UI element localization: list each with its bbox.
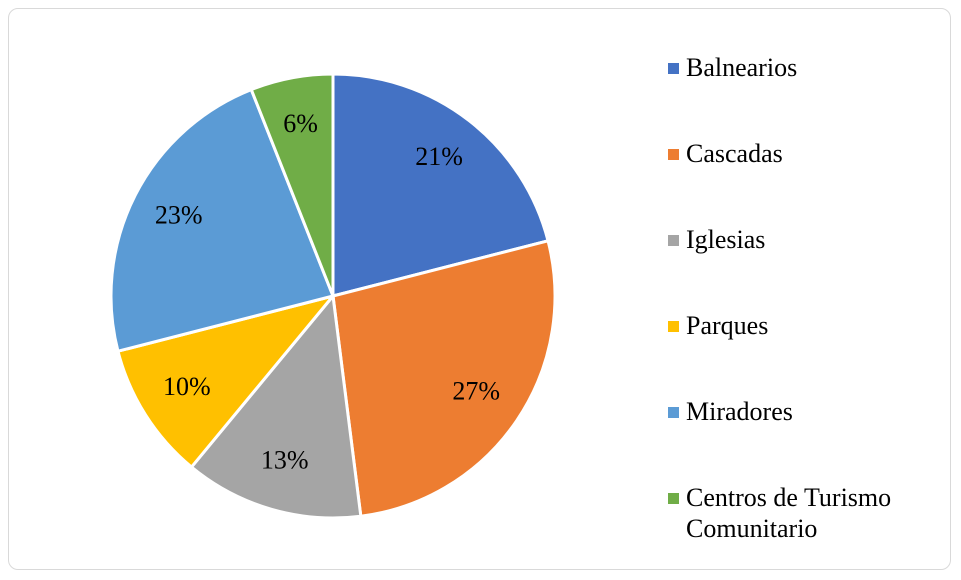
legend-label: Centros de Turismo Comunitario (686, 483, 892, 543)
pie-slice (249, 72, 335, 297)
pie-slice (109, 87, 336, 354)
legend-label: Parques (686, 311, 769, 340)
data-label: 13% (261, 445, 309, 474)
legend-label: Cascadas (686, 139, 783, 168)
pie-slice (331, 72, 550, 298)
legend-swatch (668, 63, 679, 74)
legend-swatch (668, 149, 679, 160)
legend-item: Iglesias (668, 224, 958, 255)
data-label: 23% (155, 200, 203, 229)
legend-swatch (668, 235, 679, 246)
legend-swatch (668, 493, 679, 504)
legend-label: Iglesias (686, 225, 766, 254)
legend-item: Parques (668, 310, 958, 341)
legend-item: Balnearios (668, 52, 958, 83)
data-label: 10% (163, 372, 211, 401)
data-label: 27% (452, 376, 500, 405)
legend-item: Cascadas (668, 138, 958, 169)
pie-slice (331, 238, 557, 518)
data-label: 21% (415, 142, 463, 171)
legend-item: Centros de Turismo Comunitario (668, 482, 958, 544)
legend-swatch (668, 321, 679, 332)
legend-item: Miradores (668, 396, 958, 427)
legend-swatch (668, 407, 679, 418)
data-label: 6% (283, 109, 318, 138)
legend-label: Miradores (686, 397, 793, 426)
pie-slice (189, 292, 363, 520)
chart-frame (8, 8, 951, 570)
legend-label: Balnearios (686, 53, 798, 82)
